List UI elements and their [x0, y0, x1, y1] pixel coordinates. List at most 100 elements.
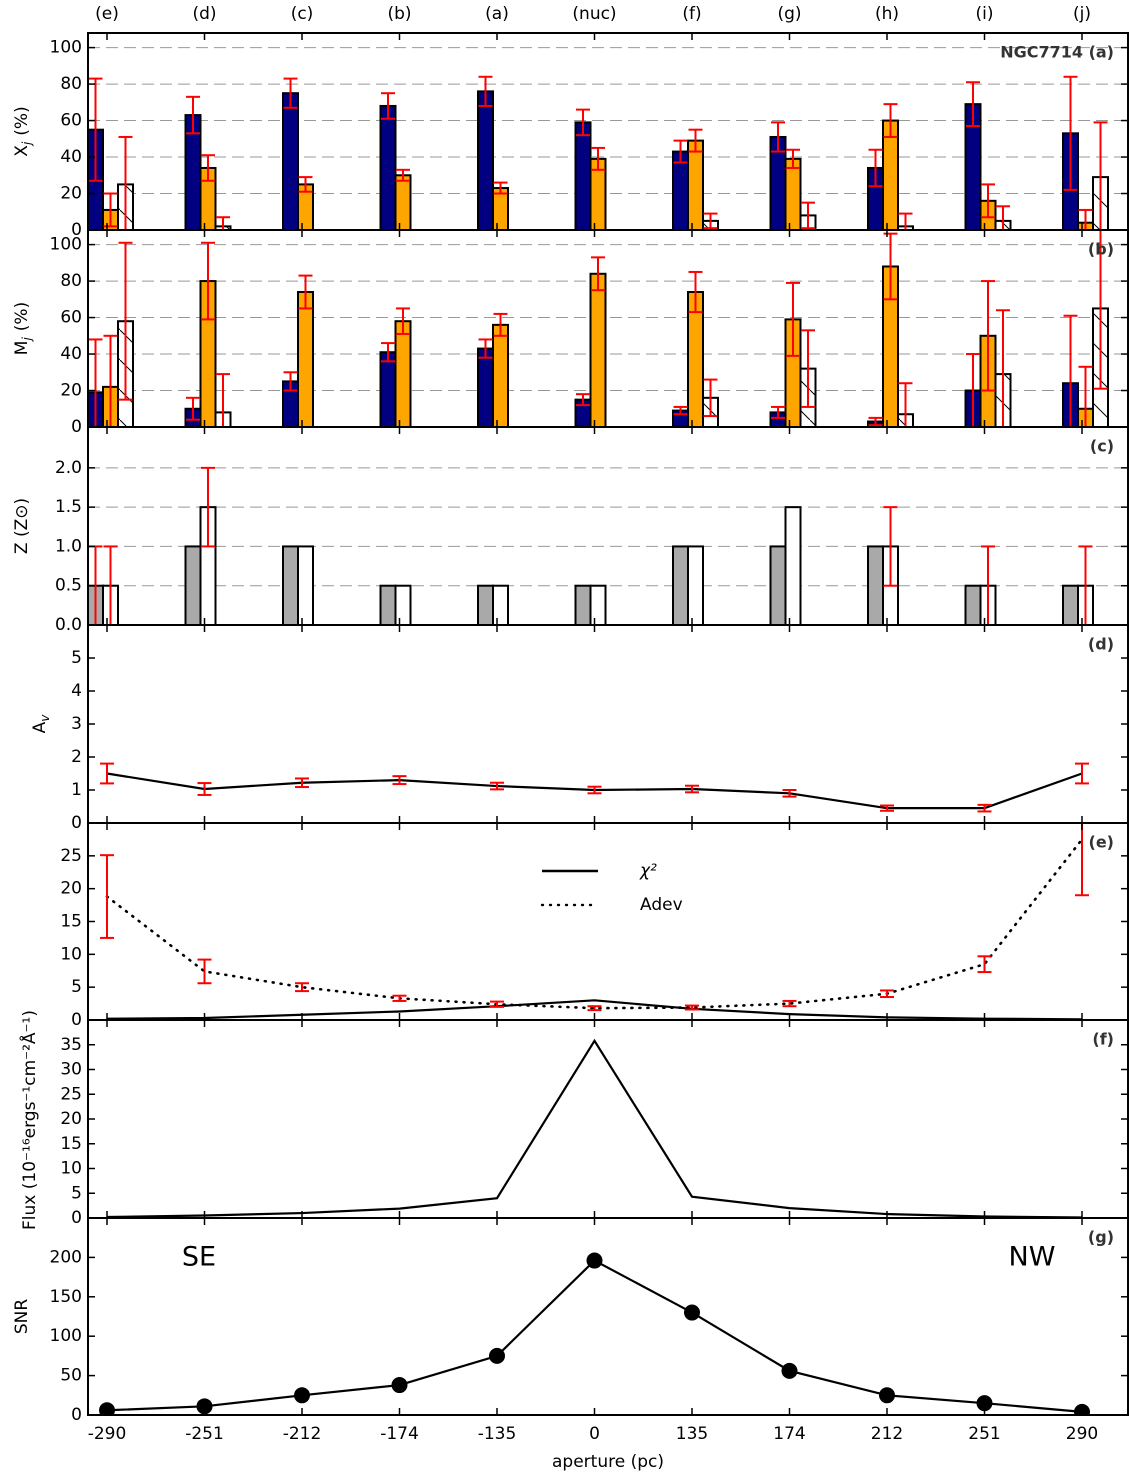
line [106, 999, 1083, 1020]
bar [964, 584, 982, 625]
y-tick-label: 4 [71, 681, 82, 701]
y-axis-label: Z (Z⊙) [12, 498, 32, 554]
y-tick-label: 20 [60, 184, 82, 204]
y-axis-label-part: X [12, 145, 32, 157]
bar [477, 90, 494, 230]
y-tick-label: 60 [60, 308, 82, 328]
y-tick-label: 0 [71, 1208, 82, 1228]
y-tick-label: 1.5 [55, 497, 82, 517]
y-tick-label: 50 [60, 1366, 82, 1386]
y-tick-label: 25 [60, 1084, 82, 1104]
top-category-label: (d) [192, 4, 216, 24]
y-tick-label: 100 [50, 1326, 82, 1346]
panel-label: (f) [1092, 1030, 1114, 1049]
x-tick-label: -290 [88, 1424, 127, 1444]
bar [687, 545, 704, 625]
x-tick-label: -212 [283, 1424, 322, 1444]
y-tick-label: 5 [71, 648, 82, 668]
y-tick-label: 20 [60, 879, 82, 899]
y-axis-label: SNR [12, 1299, 32, 1335]
y-axis-label-part: j [20, 141, 34, 147]
marker [196, 1398, 213, 1415]
y-tick-label: 3 [71, 714, 82, 734]
y-tick-label: 10 [60, 944, 82, 964]
x-tick-label: 0 [589, 1424, 600, 1444]
panel-label: (e) [1089, 833, 1114, 852]
x-tick-label: 135 [676, 1424, 708, 1444]
y-axis-label-part: (%) [12, 106, 32, 135]
y-tick-label: 0.5 [55, 576, 82, 596]
y-tick-label: 0 [71, 1010, 82, 1030]
bar [477, 347, 494, 427]
y-tick-label: 80 [60, 271, 82, 291]
bar [394, 174, 412, 230]
panel-label: (g) [1088, 1228, 1114, 1247]
marker [781, 1362, 798, 1379]
marker [684, 1304, 700, 1321]
y-tick-label: 25 [60, 846, 82, 866]
y-tick-label: 35 [60, 1035, 82, 1055]
annotation: NW [1009, 1242, 1056, 1273]
bar [394, 584, 412, 625]
bar [379, 351, 397, 427]
marker [294, 1387, 310, 1404]
top-category-label: (a) [485, 4, 509, 24]
x-tick-label: -174 [380, 1424, 419, 1444]
legend-label: χ² [639, 861, 657, 881]
marker [489, 1347, 505, 1364]
y-tick-label: 40 [60, 344, 82, 364]
x-tick-label: 174 [773, 1424, 805, 1444]
bar [769, 545, 787, 625]
frame [87, 1217, 1129, 1416]
panel-label: NGC7714 (a) [1000, 43, 1114, 62]
y-tick-label: 10 [60, 1159, 82, 1179]
legend-label: Adev [640, 895, 683, 915]
panel-label: (d) [1088, 635, 1114, 654]
top-category-label: (c) [291, 4, 314, 24]
top-category-label: (h) [875, 4, 899, 24]
frame [87, 822, 1129, 1021]
line [106, 1259, 1083, 1413]
y-tick-label: 30 [60, 1060, 82, 1080]
x-tick-label: 290 [1066, 1424, 1098, 1444]
x-tick-label: 212 [871, 1424, 903, 1444]
top-category-label: (f) [682, 4, 701, 24]
bar [477, 584, 494, 625]
panel [100, 823, 1089, 1020]
bar [492, 323, 509, 427]
top-category-label: (nuc) [572, 4, 616, 24]
x-tick-label: -251 [185, 1424, 224, 1444]
frame [87, 1019, 1129, 1219]
y-tick-label: 20 [60, 1109, 82, 1129]
y-tick-label: 0 [71, 1405, 82, 1425]
y-tick-label: 0 [71, 813, 82, 833]
bar [379, 104, 397, 230]
y-tick-label: 1 [71, 780, 82, 800]
bar [867, 545, 884, 625]
x-tick-label: 251 [968, 1424, 1000, 1444]
y-tick-label: 0 [71, 220, 82, 240]
y-tick-label: 60 [60, 111, 82, 131]
bar [687, 139, 704, 230]
bar [589, 584, 607, 625]
bar [784, 506, 802, 625]
panel [88, 230, 1128, 427]
top-category-label: (i) [976, 4, 994, 24]
frame [87, 624, 1129, 824]
bar [574, 121, 592, 230]
y-axis-label-part: j [20, 337, 34, 343]
bar [379, 584, 397, 625]
y-tick-label: 15 [60, 1134, 82, 1154]
bar [1062, 584, 1079, 625]
panel [106, 1038, 1083, 1218]
x-axis-label: aperture (pc) [552, 1452, 664, 1472]
y-tick-label: 1.0 [55, 536, 82, 556]
bar [297, 291, 314, 427]
bar [282, 92, 299, 230]
bar [589, 272, 607, 427]
line [106, 1038, 1083, 1218]
y-tick-label: 0.0 [55, 615, 82, 635]
y-tick-label: 100 [50, 235, 82, 255]
y-axis-label: Flux (10⁻¹⁶ergs⁻¹cm⁻²Å⁻¹) [18, 1010, 40, 1230]
